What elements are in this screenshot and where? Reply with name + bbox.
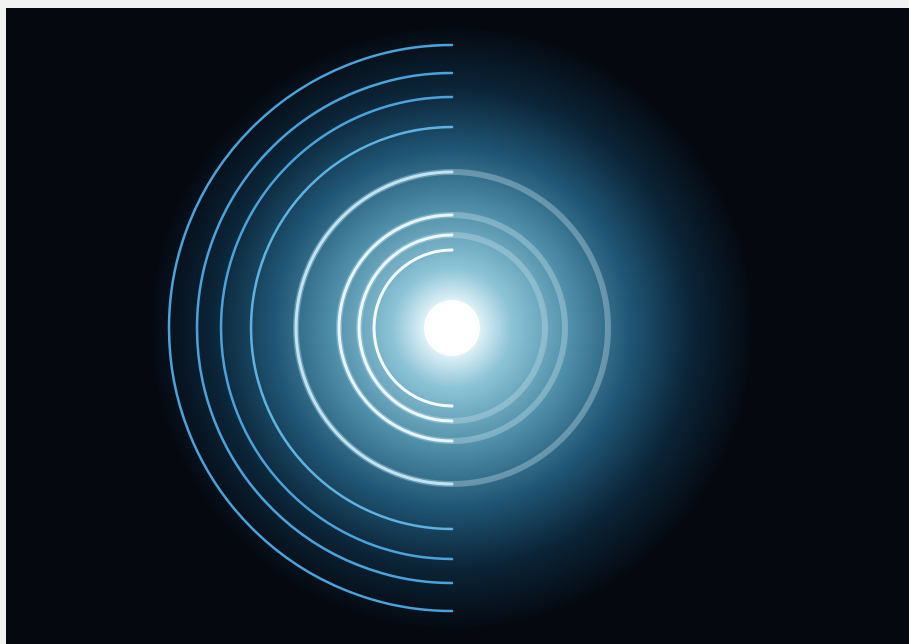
ring-arc: [195, 71, 454, 585]
ring-arc: [294, 170, 454, 486]
ring-arc: [337, 213, 454, 443]
ring-arc: [249, 125, 454, 531]
ring-arc: [357, 233, 454, 423]
ring-arc: [219, 95, 454, 561]
ring-arc: [167, 43, 454, 613]
central-spot: [424, 300, 480, 356]
ring-arc: [372, 248, 454, 408]
ring-overlays: [167, 43, 454, 613]
